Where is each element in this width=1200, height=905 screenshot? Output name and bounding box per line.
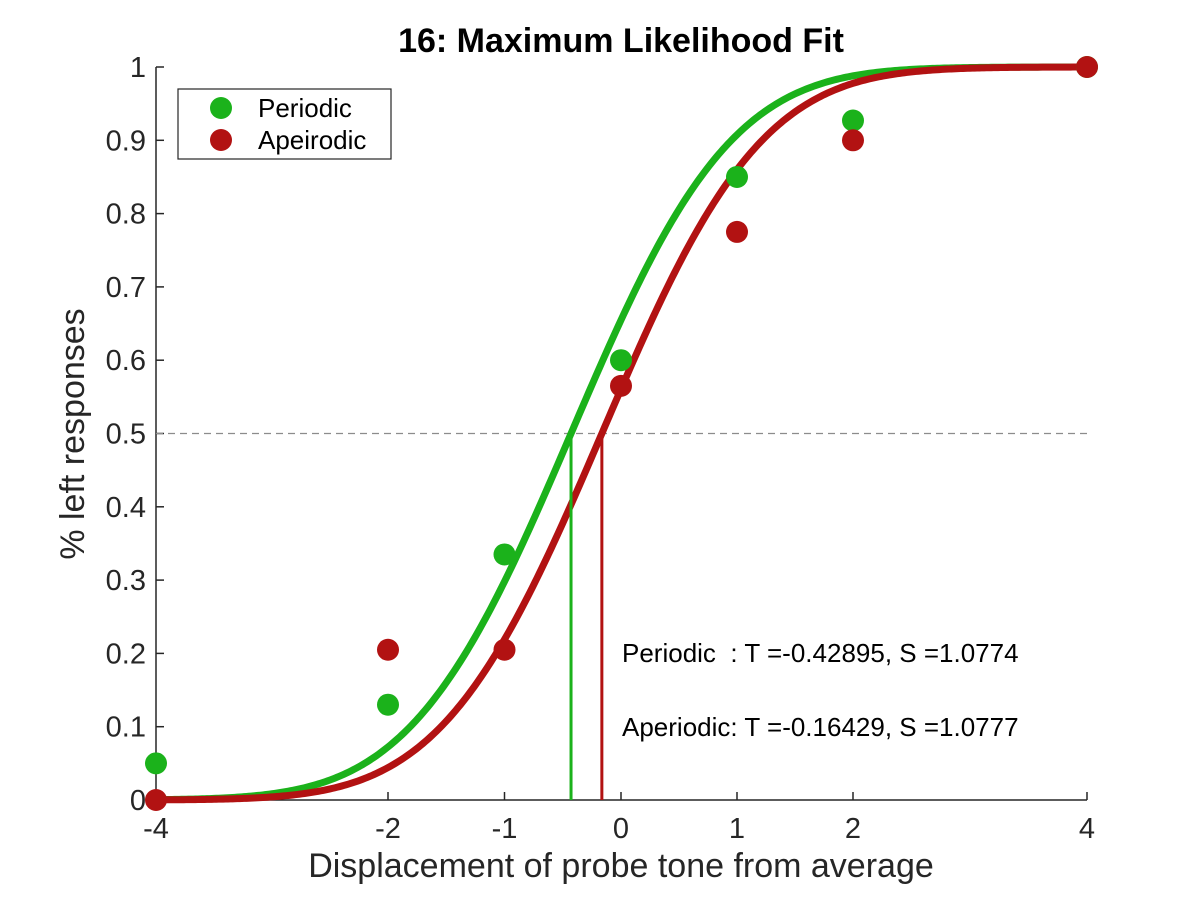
- legend-marker-apeirodic: [210, 129, 232, 151]
- data-point-apeirodic: [145, 789, 167, 811]
- annotation-aperiodic: Aperiodic: T =-0.16429, S =1.0777: [622, 712, 1019, 742]
- y-tick-label: 0.6: [106, 345, 146, 377]
- y-tick-label: 0.7: [106, 272, 146, 304]
- threshold-lines: [569, 433, 604, 800]
- y-tick-label: 0.9: [106, 125, 146, 157]
- y-tick-label: 0: [130, 785, 146, 817]
- x-ticks: -4 -2 -1 0 1 2 4: [143, 792, 1095, 845]
- annotation-periodic: Periodic : T =-0.42895, S =1.0774: [622, 638, 1019, 668]
- y-ticks: 0 0.1 0.2 0.3 0.4 0.5 0.6 0.7 0.8 0.9 1: [106, 52, 164, 817]
- data-point-periodic: [842, 109, 864, 132]
- y-tick-label: 0.2: [106, 638, 146, 670]
- fit-curves: [152, 63, 1091, 804]
- y-tick-label: 0.1: [106, 712, 146, 744]
- data-point-periodic: [726, 165, 748, 188]
- x-tick-label: -1: [492, 813, 518, 845]
- data-point-apeirodic: [610, 374, 632, 397]
- axes: [155, 67, 1087, 801]
- data-point-periodic: [493, 543, 516, 566]
- data-point-apeirodic: [1076, 56, 1098, 78]
- data-point-periodic: [145, 752, 167, 775]
- x-tick-label: 4: [1079, 813, 1095, 845]
- data-points: [145, 56, 1098, 811]
- y-tick-label: 0.3: [106, 565, 146, 597]
- y-tick-label: 0.8: [106, 199, 146, 231]
- y-tick-label: 0.5: [106, 419, 146, 451]
- y-tick-label: 1: [130, 52, 146, 84]
- x-axis-label: Displacement of probe tone from average: [308, 847, 934, 885]
- x-tick-label: 0: [613, 813, 629, 845]
- data-point-apeirodic: [842, 129, 864, 152]
- data-point-periodic: [610, 349, 632, 372]
- data-point-apeirodic: [493, 638, 516, 661]
- fit-curve-periodic: [152, 63, 1091, 804]
- x-tick-label: -2: [375, 813, 401, 845]
- legend-label-apeirodic: Apeirodic: [258, 125, 366, 155]
- data-point-apeirodic: [726, 220, 748, 243]
- chart-title: 16: Maximum Likelihood Fit: [398, 22, 844, 60]
- y-tick-label: 0.4: [106, 492, 146, 524]
- legend-marker-periodic: [210, 97, 232, 119]
- y-axis-label: % left responses: [54, 308, 92, 559]
- x-tick-label: 2: [845, 813, 861, 845]
- x-tick-label: -4: [143, 813, 169, 845]
- legend-label-periodic: Periodic: [258, 93, 352, 123]
- fit-curve-apeirodic: [152, 63, 1091, 804]
- legend: Periodic Apeirodic: [177, 88, 392, 160]
- data-point-apeirodic: [377, 638, 399, 661]
- x-tick-label: 1: [729, 813, 745, 845]
- data-point-periodic: [377, 693, 399, 716]
